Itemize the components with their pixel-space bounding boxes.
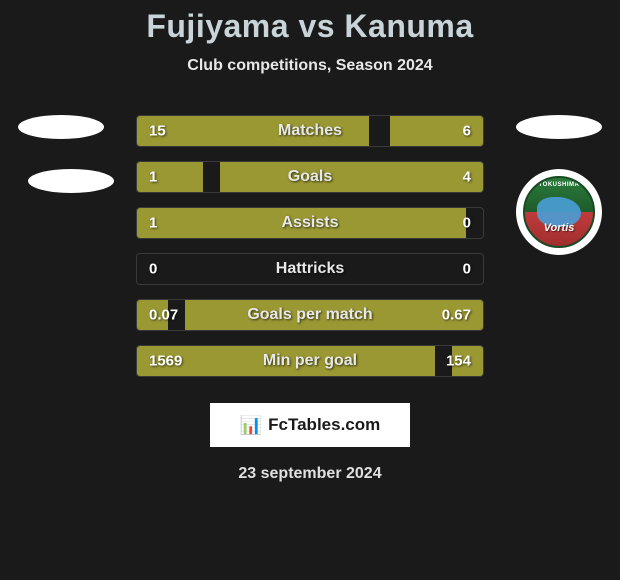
team-badge-right: TOKUSHIMA Vortis bbox=[516, 169, 602, 255]
stat-value-left: 0.07 bbox=[149, 307, 178, 324]
footer-brand-text: FcTables.com bbox=[268, 415, 380, 435]
stat-row: 1 0 Assists bbox=[136, 207, 484, 239]
stat-row: 0.07 0.67 Goals per match bbox=[136, 299, 484, 331]
bar-left-fill bbox=[137, 162, 203, 192]
stat-value-left: 1569 bbox=[149, 353, 182, 370]
stat-label: Matches bbox=[278, 122, 342, 140]
stat-row: 1 4 Goals bbox=[136, 161, 484, 193]
emblem-top-text: TOKUSHIMA bbox=[525, 182, 593, 188]
stat-value-right: 0 bbox=[463, 261, 471, 278]
subtitle: Club competitions, Season 2024 bbox=[0, 57, 620, 75]
bar-mid-gap bbox=[369, 116, 390, 146]
stat-label: Assists bbox=[282, 214, 339, 232]
stat-label: Hattricks bbox=[276, 260, 344, 278]
stat-value-left: 0 bbox=[149, 261, 157, 278]
comparison-card: Fujiyama vs Kanuma Club competitions, Se… bbox=[0, 0, 620, 483]
date-label: 23 september 2024 bbox=[0, 465, 620, 483]
stat-value-left: 1 bbox=[149, 169, 157, 186]
stat-label: Goals bbox=[288, 168, 332, 186]
stat-value-right: 0.67 bbox=[442, 307, 471, 324]
team-badge-left-placeholder-2 bbox=[28, 169, 114, 193]
stat-value-right: 4 bbox=[463, 169, 471, 186]
stat-label: Goals per match bbox=[247, 306, 372, 324]
stat-label: Min per goal bbox=[263, 352, 357, 370]
stat-bars: 15 6 Matches 1 4 Goals 1 0 Assists 0 0 Hattricks 0.0… bbox=[136, 115, 484, 377]
emblem-mid-text: Vortis bbox=[525, 222, 593, 234]
stat-row: 0 0 Hattricks bbox=[136, 253, 484, 285]
stat-value-left: 15 bbox=[149, 123, 166, 140]
bar-right-fill bbox=[220, 162, 483, 192]
chart-icon: 📊 bbox=[240, 415, 262, 436]
stat-value-right: 154 bbox=[446, 353, 471, 370]
club-emblem: TOKUSHIMA Vortis bbox=[523, 176, 595, 248]
stat-value-right: 0 bbox=[463, 215, 471, 232]
page-title: Fujiyama vs Kanuma bbox=[0, 8, 620, 45]
stat-value-right: 6 bbox=[463, 123, 471, 140]
stat-row: 15 6 Matches bbox=[136, 115, 484, 147]
team-badge-left-placeholder-1 bbox=[18, 115, 104, 139]
stat-value-left: 1 bbox=[149, 215, 157, 232]
stats-area: TOKUSHIMA Vortis 15 6 Matches 1 4 Goals 1 0 Assi… bbox=[0, 115, 620, 377]
footer-brand-box: 📊 FcTables.com bbox=[210, 403, 410, 447]
stat-row: 1569 154 Min per goal bbox=[136, 345, 484, 377]
bar-mid-gap bbox=[203, 162, 220, 192]
team-badge-right-placeholder-1 bbox=[516, 115, 602, 139]
emblem-bg: TOKUSHIMA Vortis bbox=[523, 176, 595, 248]
